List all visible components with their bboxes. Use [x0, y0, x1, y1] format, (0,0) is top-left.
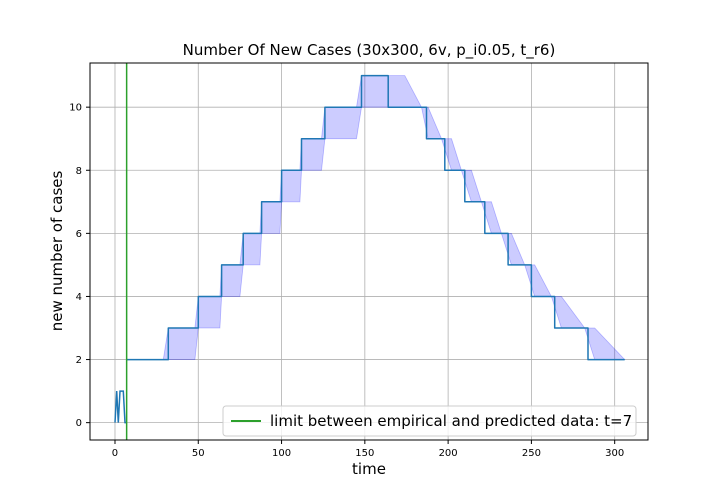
x-tick-label: 200 [439, 448, 458, 459]
legend-label: limit between empirical and predicted da… [270, 412, 632, 430]
uncertainty-band [126, 75, 626, 360]
grid [90, 63, 648, 440]
y-tick-label: 8 [76, 166, 82, 177]
y-axis-label: new number of cases [48, 171, 66, 332]
legend: limit between empirical and predicted da… [222, 405, 637, 437]
band-area [126, 75, 626, 360]
y-tick-label: 4 [76, 292, 82, 303]
x-tick-label: 150 [355, 448, 374, 459]
series-layer [114, 74, 625, 424]
x-tick-label: 250 [522, 448, 541, 459]
prediction-line [126, 74, 625, 361]
x-tick-label: 300 [605, 448, 624, 459]
x-ticks: 0 50 100 150 200 250 300 [112, 440, 624, 459]
x-tick-label: 50 [192, 448, 205, 459]
x-axis-label: time [352, 460, 386, 478]
y-tick-label: 2 [76, 355, 82, 366]
empirical-line [114, 390, 127, 424]
x-tick-label: 100 [272, 448, 291, 459]
y-tick-label: 10 [69, 103, 82, 114]
y-ticks: 0 2 4 6 8 10 [69, 103, 90, 429]
y-tick-label: 6 [76, 229, 82, 240]
y-tick-label: 0 [76, 418, 82, 429]
x-tick-label: 0 [112, 448, 118, 459]
chart-title: Number Of New Cases (30x300, 6v, p_i0.05… [183, 41, 556, 60]
plot-frame [89, 62, 649, 441]
legend-box [222, 405, 637, 437]
